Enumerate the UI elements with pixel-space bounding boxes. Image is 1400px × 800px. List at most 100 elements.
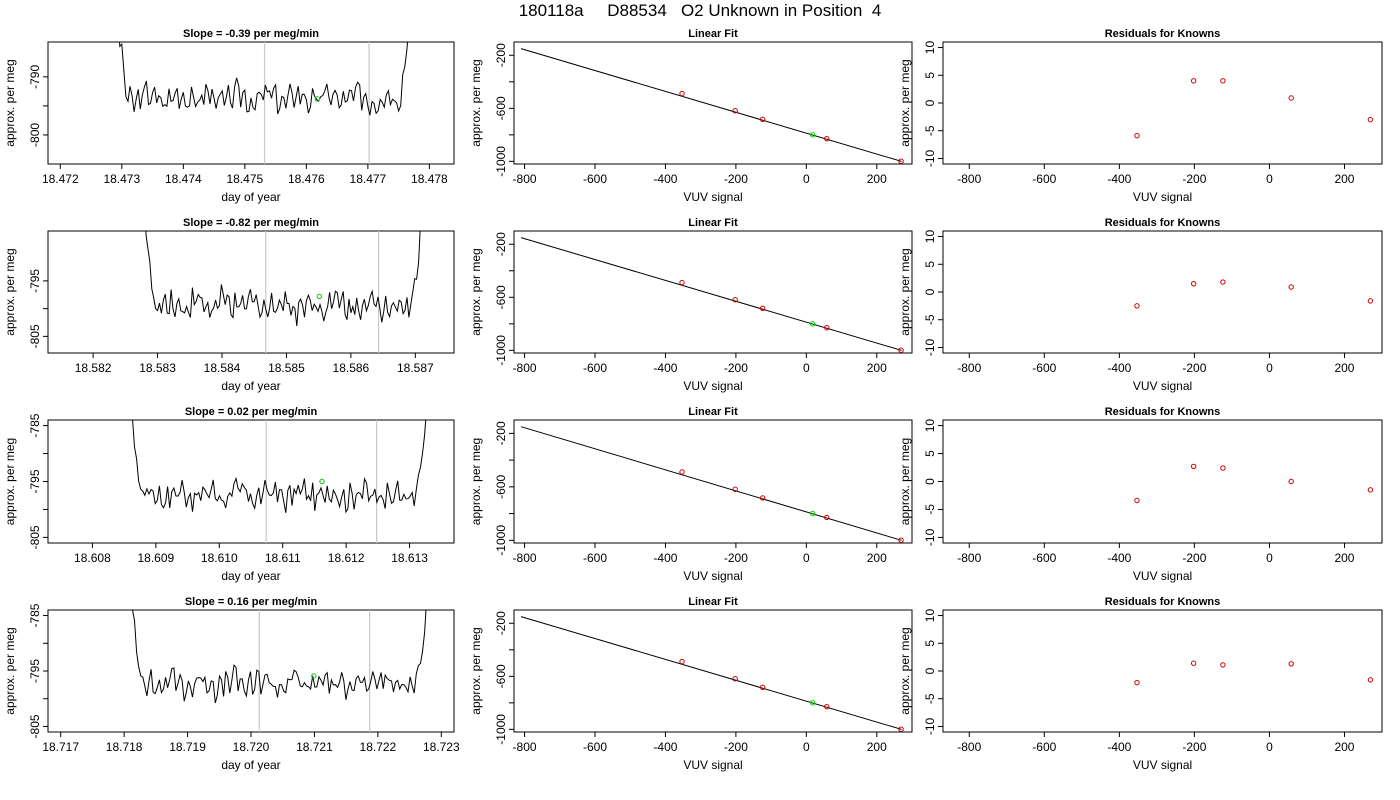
y-tick-label: -5: [923, 504, 937, 515]
panel-title: Slope = 0.16 per meg/min: [185, 596, 318, 608]
known-point: [898, 537, 904, 543]
unknown-point: [809, 132, 816, 138]
y-axis-label: approx. per meg: [469, 59, 483, 146]
y-axis-label: approx. per meg: [3, 438, 17, 525]
plot-area: [520, 426, 904, 543]
x-tick-label: 18.722: [360, 740, 397, 754]
panel-line-1-1: Slope = -0.39 per meg/min 18.472 18.473 18.…: [3, 28, 455, 204]
x-tick-label: 18.720: [233, 740, 270, 754]
plot-area: [145, 231, 421, 353]
x-tick-label: 0: [1266, 361, 1273, 375]
known-point: [1367, 116, 1374, 123]
x-axis-label: VUV signal: [683, 569, 742, 583]
panel-line-3-1: Slope = 0.02 per meg/min 18.608 18.609 18.6…: [3, 406, 455, 583]
x-tick-label: -600: [1032, 551, 1056, 565]
x-tick-label: -200: [1182, 740, 1206, 754]
x-tick-label: -400: [653, 740, 677, 754]
y-axis-label: approx. per meg: [898, 248, 912, 335]
panel-title: Linear Fit: [688, 28, 738, 40]
panel-title: Residuals for Knowns: [1105, 596, 1221, 608]
known-point: [1288, 661, 1294, 667]
known-point: [732, 296, 738, 303]
y-axis-label: approx. per meg: [898, 438, 912, 525]
x-tick-label: 18.719: [169, 740, 206, 754]
unknown-point: [809, 510, 816, 517]
y-tick-label: -200: [494, 611, 508, 635]
y-tick-label: 5: [923, 261, 937, 268]
y-tick-label: -1000: [494, 335, 508, 366]
x-tick-label: 18.608: [74, 551, 111, 565]
panel-line-2-1: Slope = -0.82 per meg/min 18.582 18.583 18.…: [3, 217, 455, 393]
y-axis-label: approx. per meg: [469, 248, 483, 335]
x-tick-label: 0: [803, 361, 810, 375]
y-axis-label: approx. per meg: [898, 59, 912, 146]
known-point: [1367, 487, 1374, 493]
panel-title: Residuals for Knowns: [1105, 406, 1221, 418]
y-tick-label: 5: [923, 450, 937, 457]
known-point: [759, 684, 766, 691]
y-tick-label: -800: [28, 123, 42, 147]
known-point: [1220, 465, 1226, 471]
x-axis-label: day of year: [221, 190, 280, 204]
x-tick-label: -800: [513, 740, 537, 754]
panel-scatter-1-3: Residuals for Knowns -800 -600 -400 -200 0 200…: [898, 28, 1383, 204]
known-point: [759, 116, 766, 123]
x-tick-label: 18.478: [411, 172, 448, 186]
known-point: [1367, 677, 1374, 683]
unknown-point: [316, 293, 323, 300]
panel-scatter-2-2: Linear Fit -800 -600 -400 -200 0 200 -200 -600 -1…: [469, 217, 913, 393]
y-tick-label: 10: [923, 609, 937, 623]
known-point: [1288, 478, 1294, 485]
x-axis-label: VUV signal: [683, 190, 742, 204]
x-tick-label: 200: [867, 740, 887, 754]
panel-title: Residuals for Knowns: [1105, 217, 1221, 229]
x-axis-label: VUV signal: [1133, 190, 1192, 204]
y-tick-label: -5: [923, 693, 937, 704]
x-tick-label: -600: [583, 172, 607, 186]
x-tick-label: 18.610: [201, 551, 238, 565]
y-tick-label: -5: [923, 314, 937, 325]
x-tick-label: 18.474: [165, 172, 202, 186]
known-point: [898, 347, 904, 353]
plot-area: [520, 616, 904, 732]
x-axis-label: day of year: [221, 379, 280, 393]
known-point: [732, 486, 738, 492]
y-tick-label: 0: [923, 667, 937, 674]
known-point: [1288, 284, 1294, 290]
x-axis-label: VUV signal: [1133, 758, 1192, 772]
x-tick-label: 0: [803, 551, 810, 565]
unknown-point: [809, 321, 816, 327]
fit-line: [520, 237, 902, 351]
known-point: [732, 107, 738, 114]
unknown-point: [319, 478, 325, 485]
known-point: [1220, 662, 1226, 668]
y-tick-label: 0: [923, 99, 937, 106]
y-axis-label: approx. per meg: [469, 438, 483, 525]
panel-scatter-1-2: Linear Fit -800 -600 -400 -200 0 200 -200 -600 -1…: [469, 28, 913, 204]
x-tick-label: 18.585: [268, 361, 305, 375]
x-tick-label: 18.475: [226, 172, 263, 186]
y-tick-label: -795: [28, 659, 42, 683]
panel-scatter-3-2: Linear Fit -800 -600 -400 -200 0 200 -200 -600 -1…: [469, 406, 913, 583]
signal-trace: [132, 610, 427, 704]
fit-line: [520, 616, 902, 730]
y-tick-label: 10: [923, 230, 937, 244]
y-tick-label: -785: [28, 603, 42, 627]
y-tick-label: -600: [494, 285, 508, 309]
y-axis-label: approx. per meg: [469, 627, 483, 714]
panel-scatter-2-3: Residuals for Knowns -800 -600 -400 -200 0 200…: [898, 217, 1383, 393]
x-tick-label: 18.611: [265, 551, 301, 565]
y-tick-label: 0: [923, 288, 937, 295]
x-tick-label: -800: [513, 361, 537, 375]
signal-trace: [145, 231, 421, 327]
y-tick-label: -1000: [494, 714, 508, 745]
known-point: [1288, 95, 1294, 101]
x-tick-label: 18.723: [423, 740, 460, 754]
unknown-point: [314, 96, 321, 102]
known-point: [1134, 133, 1140, 139]
known-point: [1190, 78, 1197, 84]
page-title: 180118a D88534 O2 Unknown in Position 4: [518, 1, 882, 20]
plot-area: [132, 610, 427, 732]
plot-area: [132, 420, 427, 543]
x-tick-label: 0: [1266, 172, 1273, 186]
